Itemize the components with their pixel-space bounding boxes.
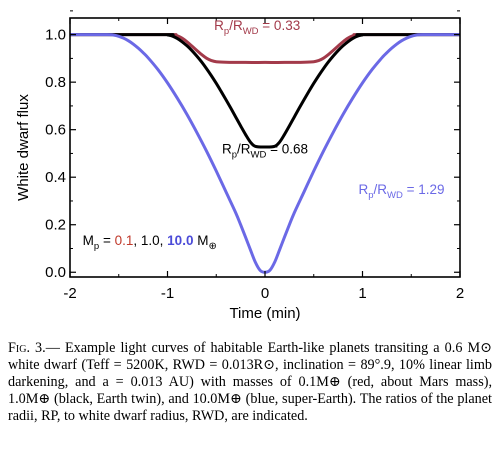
x-axis-label: Time (min)	[229, 305, 300, 322]
radius-ratio-label-1: Rp/RWD = 0.68	[222, 141, 308, 160]
x-tick-label: 1	[358, 285, 366, 302]
series-line-1	[70, 33, 460, 149]
y-tick-label: 0.4	[45, 169, 66, 186]
figure-caption: Fig. 3.— Example light curves of habitab…	[8, 340, 492, 425]
axis-ticks: -2 -1 0 1 2 0.0 0.2 0.4 0.6 0.8 1.0	[45, 10, 464, 302]
series-line-0	[70, 33, 460, 64]
planet-mass-legend: Mp = 0.1, 1.0, 10.0 M⊕	[83, 233, 217, 252]
radius-ratio-label-2: Rp/RWD = 1.29	[358, 182, 444, 201]
annotations: Rp/RWD = 0.33 Rp/RWD = 0.68 Rp/RWD = 1.29 M…	[83, 18, 445, 252]
caption-label: Fig. 3.	[8, 340, 46, 356]
y-tick-label: 0.2	[45, 217, 66, 234]
y-tick-label: 0.6	[45, 122, 66, 139]
caption-body: — Example light curves of habitable Eart…	[8, 340, 492, 424]
radius-ratio-label-0: Rp/RWD = 0.33	[214, 18, 300, 37]
x-tick-label: 2	[456, 285, 464, 302]
x-tick-label: -1	[161, 285, 174, 302]
y-tick-label: 0.8	[45, 74, 66, 91]
light-curve-chart: -2 -1 0 1 20.00.20.40.60.81.0 Rp/RWD = 0.33R…	[15, 10, 464, 322]
x-tick-label: 0	[261, 285, 269, 302]
y-tick-label: 1.0	[45, 27, 66, 44]
y-axis-label: White dwarf flux	[15, 94, 32, 201]
y-tick-label: 0.0	[45, 264, 66, 281]
x-tick-label: -2	[63, 285, 76, 302]
